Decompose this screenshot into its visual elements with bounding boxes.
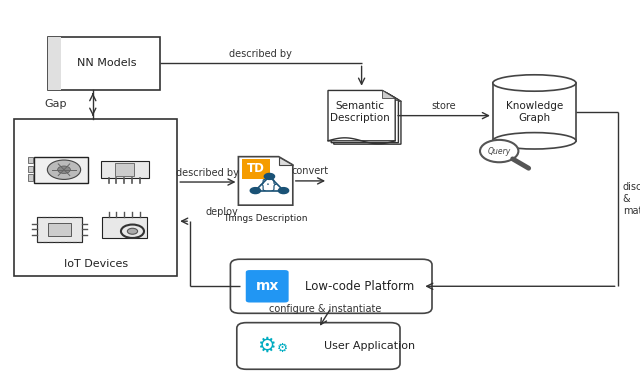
- Text: convert: convert: [292, 166, 329, 176]
- Text: described by: described by: [177, 167, 239, 178]
- Text: User Application: User Application: [324, 341, 415, 351]
- FancyBboxPatch shape: [101, 161, 148, 178]
- Text: Gap: Gap: [45, 100, 67, 109]
- Text: Low-code Platform: Low-code Platform: [305, 280, 415, 293]
- FancyBboxPatch shape: [48, 37, 61, 90]
- FancyBboxPatch shape: [230, 259, 432, 313]
- FancyBboxPatch shape: [37, 217, 82, 242]
- FancyBboxPatch shape: [246, 270, 289, 303]
- FancyBboxPatch shape: [34, 157, 88, 183]
- Polygon shape: [328, 91, 395, 141]
- Circle shape: [250, 188, 260, 194]
- Text: described by: described by: [229, 49, 292, 59]
- Circle shape: [480, 140, 518, 162]
- Circle shape: [127, 228, 138, 234]
- Text: configure & instantiate: configure & instantiate: [269, 304, 381, 314]
- FancyBboxPatch shape: [102, 217, 147, 238]
- FancyBboxPatch shape: [28, 157, 33, 163]
- FancyBboxPatch shape: [28, 175, 33, 181]
- Polygon shape: [279, 157, 292, 165]
- FancyBboxPatch shape: [115, 163, 134, 176]
- Text: Things Description: Things Description: [223, 214, 308, 223]
- Text: IoT Devices: IoT Devices: [63, 259, 128, 269]
- Circle shape: [264, 173, 275, 179]
- Polygon shape: [239, 157, 292, 205]
- FancyBboxPatch shape: [242, 159, 270, 179]
- Text: ⚙: ⚙: [257, 336, 276, 356]
- Polygon shape: [385, 92, 398, 100]
- Text: {⋅}: {⋅}: [259, 178, 279, 191]
- Circle shape: [47, 160, 81, 179]
- FancyBboxPatch shape: [28, 166, 33, 172]
- Polygon shape: [332, 92, 398, 143]
- Text: ⚙: ⚙: [276, 342, 288, 355]
- Text: Semantic
Description: Semantic Description: [330, 101, 390, 123]
- FancyBboxPatch shape: [48, 223, 71, 236]
- Text: TD: TD: [247, 162, 265, 175]
- Polygon shape: [383, 91, 395, 98]
- FancyBboxPatch shape: [493, 83, 576, 141]
- Text: Query: Query: [488, 147, 511, 156]
- Text: mx: mx: [255, 279, 279, 293]
- Text: NN Models: NN Models: [77, 59, 137, 68]
- Text: Knowledge
Graph: Knowledge Graph: [506, 101, 563, 123]
- Text: store: store: [432, 101, 456, 111]
- Polygon shape: [388, 94, 401, 101]
- Ellipse shape: [493, 133, 576, 149]
- Polygon shape: [334, 94, 401, 144]
- Circle shape: [278, 188, 289, 194]
- Circle shape: [58, 166, 70, 173]
- FancyBboxPatch shape: [48, 37, 160, 90]
- Ellipse shape: [493, 75, 576, 91]
- Text: discover
&
matchmake: discover & matchmake: [623, 182, 640, 216]
- FancyBboxPatch shape: [14, 119, 177, 276]
- Text: deploy: deploy: [205, 207, 238, 217]
- FancyBboxPatch shape: [237, 323, 400, 369]
